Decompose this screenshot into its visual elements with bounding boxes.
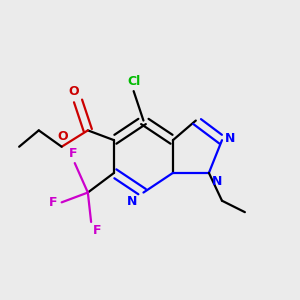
Text: N: N <box>225 132 236 145</box>
Text: F: F <box>69 148 77 160</box>
Text: N: N <box>127 195 138 208</box>
Text: O: O <box>57 130 68 143</box>
Text: F: F <box>93 224 101 237</box>
Text: Cl: Cl <box>127 75 140 88</box>
Text: O: O <box>69 85 80 98</box>
Text: N: N <box>212 175 223 188</box>
Text: F: F <box>49 196 58 209</box>
